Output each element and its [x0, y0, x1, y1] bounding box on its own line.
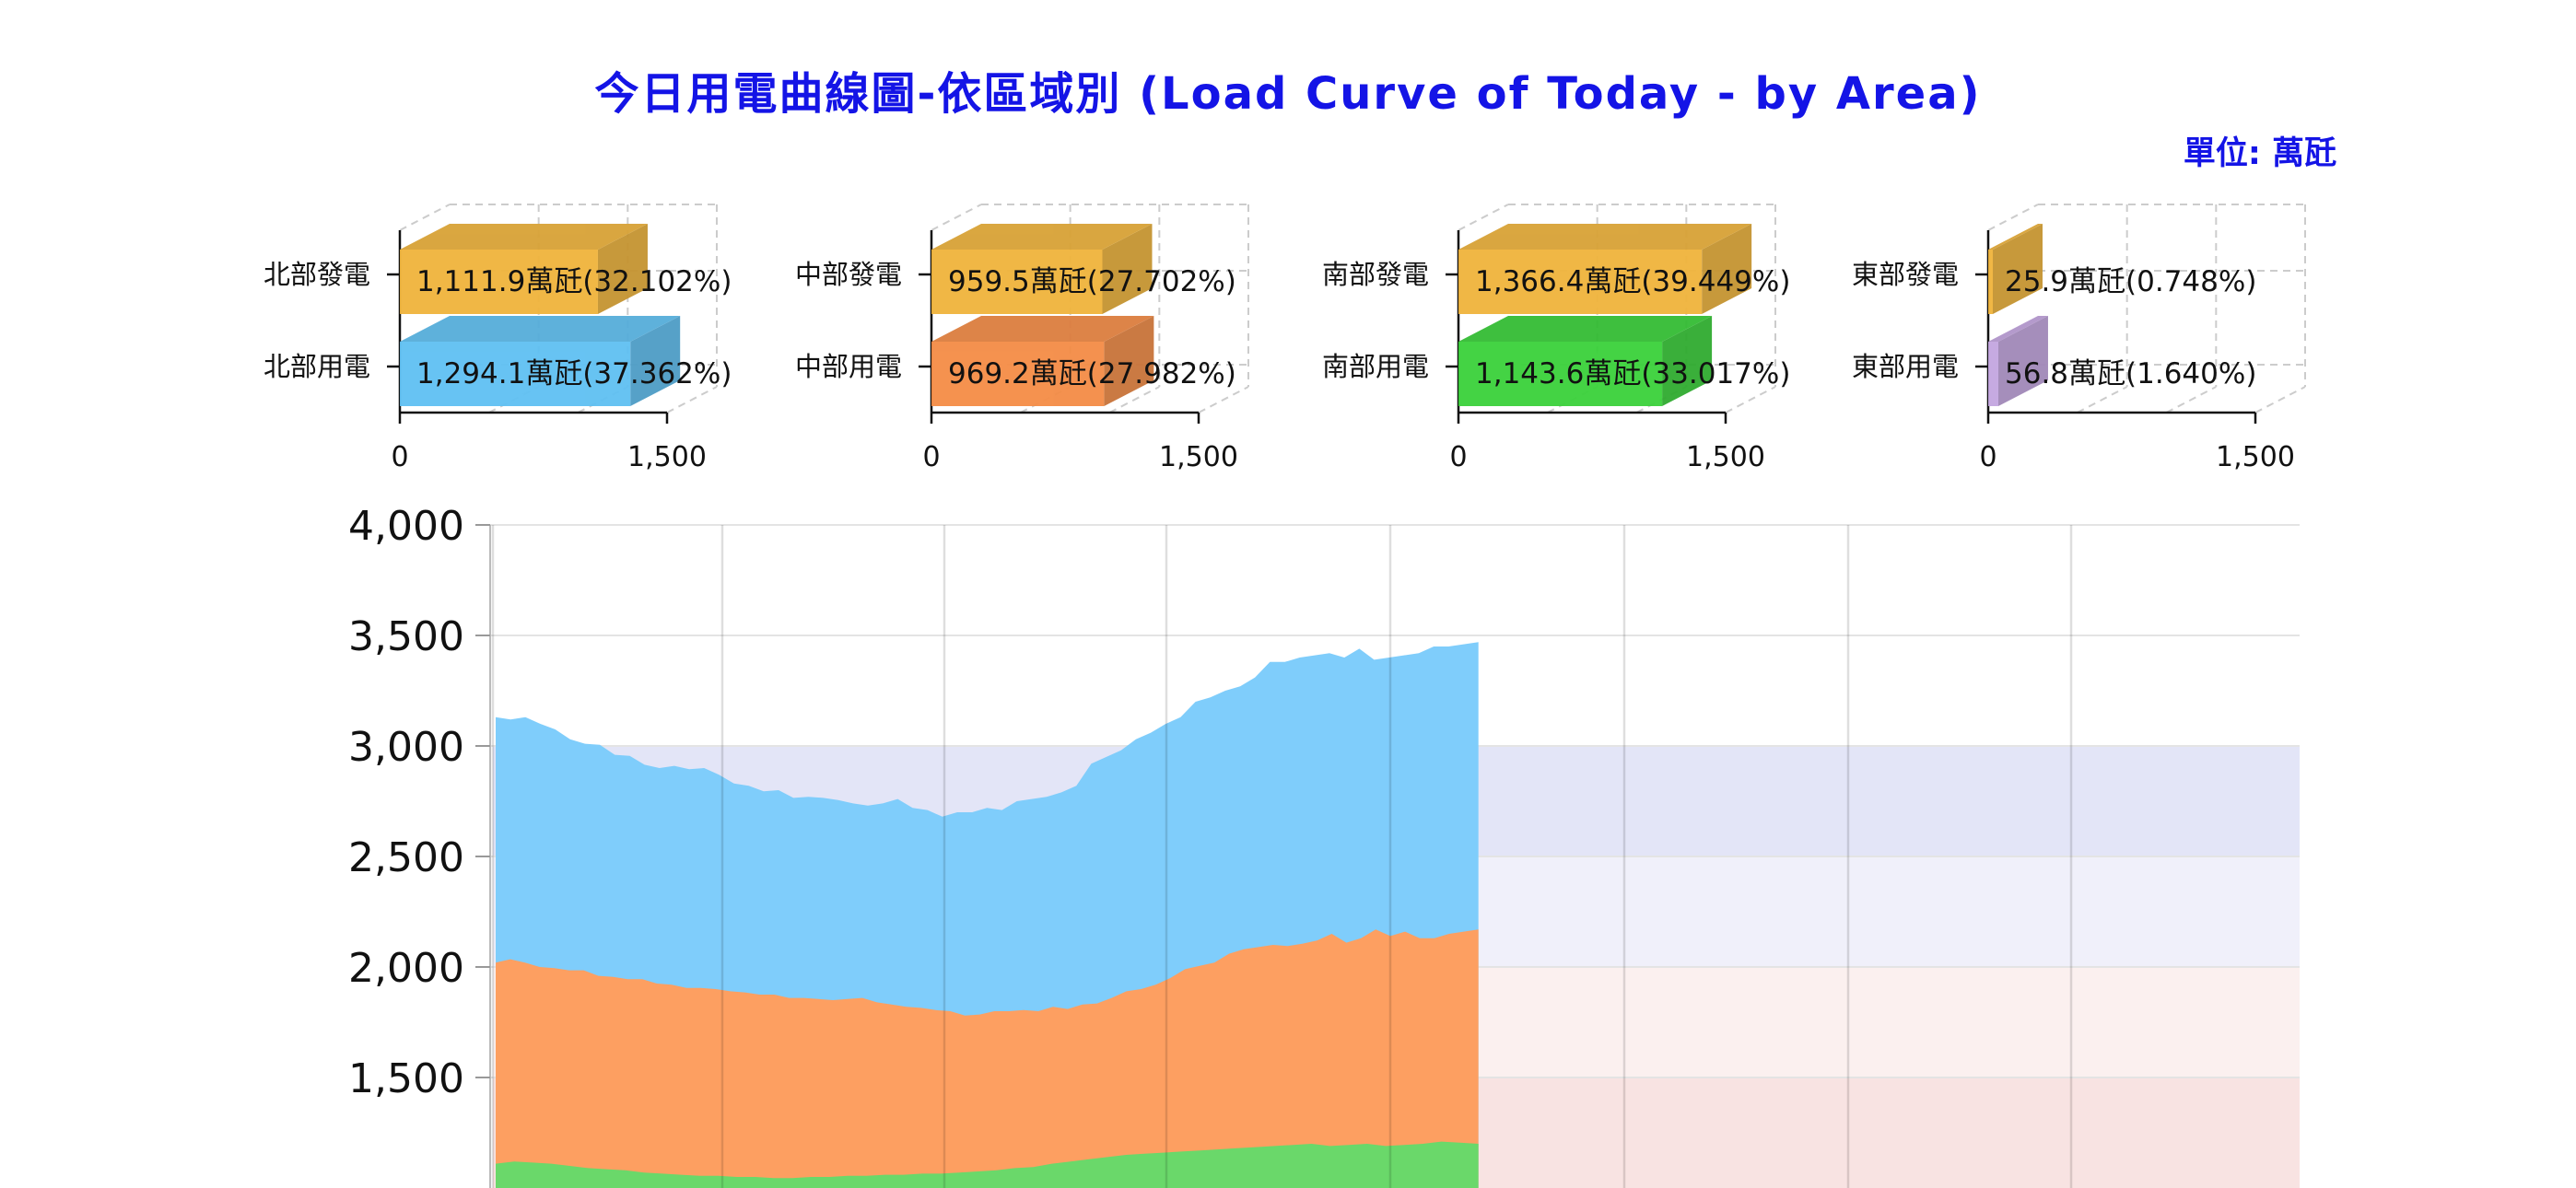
bar-top-face [400, 316, 681, 342]
x-tick-label: 0 [1449, 441, 1467, 473]
area-bar-panels: 0 1,500 北部發電 1,111.9萬瓩(32.102%) 北部用電 1,294.1萬… [263, 204, 2306, 473]
area-series-0 [496, 1141, 1479, 1188]
bar-top-face [931, 224, 1153, 250]
x-tick-label: 1,500 [1159, 441, 1238, 473]
load-area-chart: 1,500 2,000 2,500 3,000 3,500 4,000 [348, 503, 2300, 1188]
data-label: 1,143.6萬瓩(33.017%) [1475, 357, 1790, 390]
bar-side-face [1993, 224, 2043, 314]
category-label: 東部發電 [1852, 259, 1959, 290]
bar-front-face [1988, 342, 1998, 406]
category-label: 北部用電 [263, 351, 370, 382]
grid-line [2165, 386, 2217, 413]
bar-side-face [1104, 316, 1154, 406]
x-tick-label: 1,500 [2216, 441, 2295, 473]
bar-front-face [400, 342, 631, 406]
bar-top-face [400, 224, 648, 250]
data-label: 56.8萬瓩(1.640%) [2005, 357, 2256, 390]
bar-side-face [1997, 316, 2048, 406]
grid-line [2077, 386, 2128, 413]
bar-side-face [1702, 224, 1752, 314]
bar-south-gen [1458, 224, 1752, 314]
bar-side-face [597, 224, 648, 314]
y-tick-label: 4,000 [348, 503, 464, 550]
data-label: 1,111.9萬瓩(32.102%) [416, 265, 732, 298]
x-tick-label: 0 [391, 441, 408, 473]
bar-front-face [1988, 250, 1994, 314]
data-label: 25.9萬瓩(0.748%) [2005, 265, 2256, 298]
category-label: 南部發電 [1322, 259, 1429, 290]
bar-top-face [1458, 224, 1752, 250]
bar-top-face [1988, 224, 2043, 250]
category-label: 中部用電 [795, 351, 902, 382]
grid-line [399, 204, 451, 231]
bar-top-face [1458, 316, 1713, 342]
y-tick-label: 2,500 [348, 834, 464, 881]
category-label: 東部用電 [1852, 351, 1959, 382]
bar-north-gen [400, 224, 648, 314]
area-series-1 [496, 929, 1479, 1188]
bar-east-use [1988, 316, 2048, 406]
grid-line [931, 204, 982, 231]
y-tick-label: 2,000 [348, 945, 464, 992]
x-tick-label: 0 [1979, 441, 1996, 473]
data-label: 1,366.4萬瓩(39.449%) [1475, 265, 1790, 298]
bar-panel-south: 0 1,500 南部發電 1,366.4萬瓩(39.449%) 南部用電 1,143.6萬… [1322, 204, 1790, 473]
grid-line [1725, 386, 1776, 413]
category-label: 南部用電 [1322, 351, 1429, 382]
grid-line [1198, 386, 1249, 413]
bar-side-face [1662, 316, 1713, 406]
bar-panel-central: 0 1,500 中部發電 959.5萬瓩(27.702%) 中部用電 969.2萬瓩(27… [795, 204, 1249, 473]
grid-line [1987, 204, 2039, 231]
unit-label: 單位: 萬瓩 [2183, 135, 2336, 172]
y-tick-label: 3,500 [348, 613, 464, 660]
x-tick-label: 0 [922, 441, 940, 473]
data-label: 1,294.1萬瓩(37.362%) [416, 357, 732, 390]
bar-top-face [931, 316, 1154, 342]
bar-front-face [931, 342, 1105, 406]
bar-central-use [931, 316, 1154, 406]
grid-line [1108, 386, 1160, 413]
bar-side-face [1102, 224, 1153, 314]
bar-front-face [1458, 342, 1663, 406]
bar-front-face [400, 250, 598, 314]
bar-north-use [400, 316, 681, 406]
y-tick-label: 1,500 [348, 1055, 464, 1102]
bar-top-face [1988, 316, 2048, 342]
bar-side-face [630, 316, 681, 406]
y-tick-label: 3,000 [348, 724, 464, 771]
bar-panel-east: 0 1,500 東部發電 25.9萬瓩(0.748%) 東部用電 56.8萬瓩(1.640… [1852, 204, 2306, 473]
bar-south-use [1458, 316, 1713, 406]
bar-central-gen [931, 224, 1153, 314]
data-label: 959.5萬瓩(27.702%) [948, 265, 1236, 298]
x-tick-label: 1,500 [1686, 441, 1765, 473]
grid-line [666, 386, 718, 413]
bar-front-face [931, 250, 1103, 314]
x-tick-label: 1,500 [627, 441, 707, 473]
data-label: 969.2萬瓩(27.982%) [948, 357, 1236, 390]
bar-east-gen [1988, 224, 2043, 314]
chart-title: 今日用電曲線圖-依區域別 (Load Curve of Today - by A… [594, 68, 1982, 120]
grid-line [2254, 386, 2306, 413]
bar-panel-north: 0 1,500 北部發電 1,111.9萬瓩(32.102%) 北部用電 1,294.1萬… [263, 204, 732, 473]
category-label: 北部發電 [263, 259, 370, 290]
category-label: 中部發電 [795, 259, 902, 290]
grid-line [1458, 204, 1509, 231]
bar-front-face [1458, 250, 1703, 314]
